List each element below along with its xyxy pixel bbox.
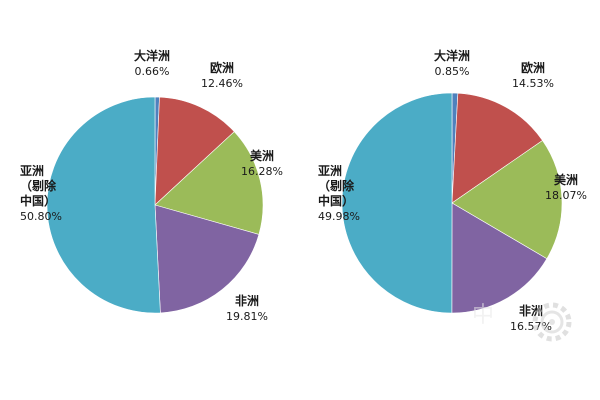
gear-icon [532,302,572,342]
slice-label: 美洲 18.07% [545,172,587,202]
slice-name: 欧洲 [210,60,234,75]
slice-label: 亚洲（剔除中国） 50.80% [20,164,62,223]
slice-label: 欧洲 14.53% [512,60,554,90]
slice-value: 19.81% [226,310,268,323]
watermark-gear-logo-icon: 中 [472,302,572,342]
slice-name: 大洋洲 [134,48,170,63]
pie-slice [154,96,235,206]
slice-name: 非洲 [519,303,543,318]
slice-name: 美洲 [250,148,274,163]
pie-chart-1: 大洋洲 0.66% 欧洲 12.46% 美洲 16.28% 非洲 19.81% 亚洲（剔除中国）… [20,48,283,323]
pie-slice [451,92,543,204]
slice-name: 亚洲 [20,164,44,178]
slice-name: 大洋洲 [434,48,470,63]
slice-value: 49.98% [318,210,360,223]
slice-value: 18.07% [545,189,587,202]
slice-label: 大洋洲 0.66% [134,48,170,78]
slice-label: 大洋洲 0.85% [434,48,470,78]
pie-slice [451,202,548,314]
slice-value: 0.66% [135,65,170,78]
slice-name: 美洲 [554,172,578,187]
slice-name: 亚洲 [318,164,342,178]
slice-label: 欧洲 12.46% [201,60,243,90]
pie-slice [154,131,264,235]
pie-chart-2: 大洋洲 0.85% 欧洲 14.53%美洲 18.07%非洲 16.57%亚洲（剔除中国）… [318,48,587,333]
pie-slice [451,140,563,260]
pie-slice [46,96,161,314]
slice-name: 中国） [318,193,354,208]
slice-label: 亚洲（剔除中国） 49.98% [318,164,360,223]
slice-name: 中国） [20,193,56,208]
slice-value: 0.85% [435,65,470,78]
slice-name: （剔除 [318,178,355,193]
slice-value: 14.53% [512,77,554,90]
pie-slice [341,92,453,314]
slice-value: 50.80% [20,210,62,223]
watermark-text: 中 [472,303,494,328]
pie-slice [154,204,260,314]
slice-name: 非洲 [235,293,259,308]
slice-name: 欧洲 [521,60,545,75]
slice-label: 非洲 19.81% [226,293,268,323]
slice-label: 美洲 16.28% [241,148,283,178]
slice-name: （剔除 [20,178,57,193]
slice-value: 16.28% [241,165,283,178]
slice-value: 12.46% [201,77,243,90]
